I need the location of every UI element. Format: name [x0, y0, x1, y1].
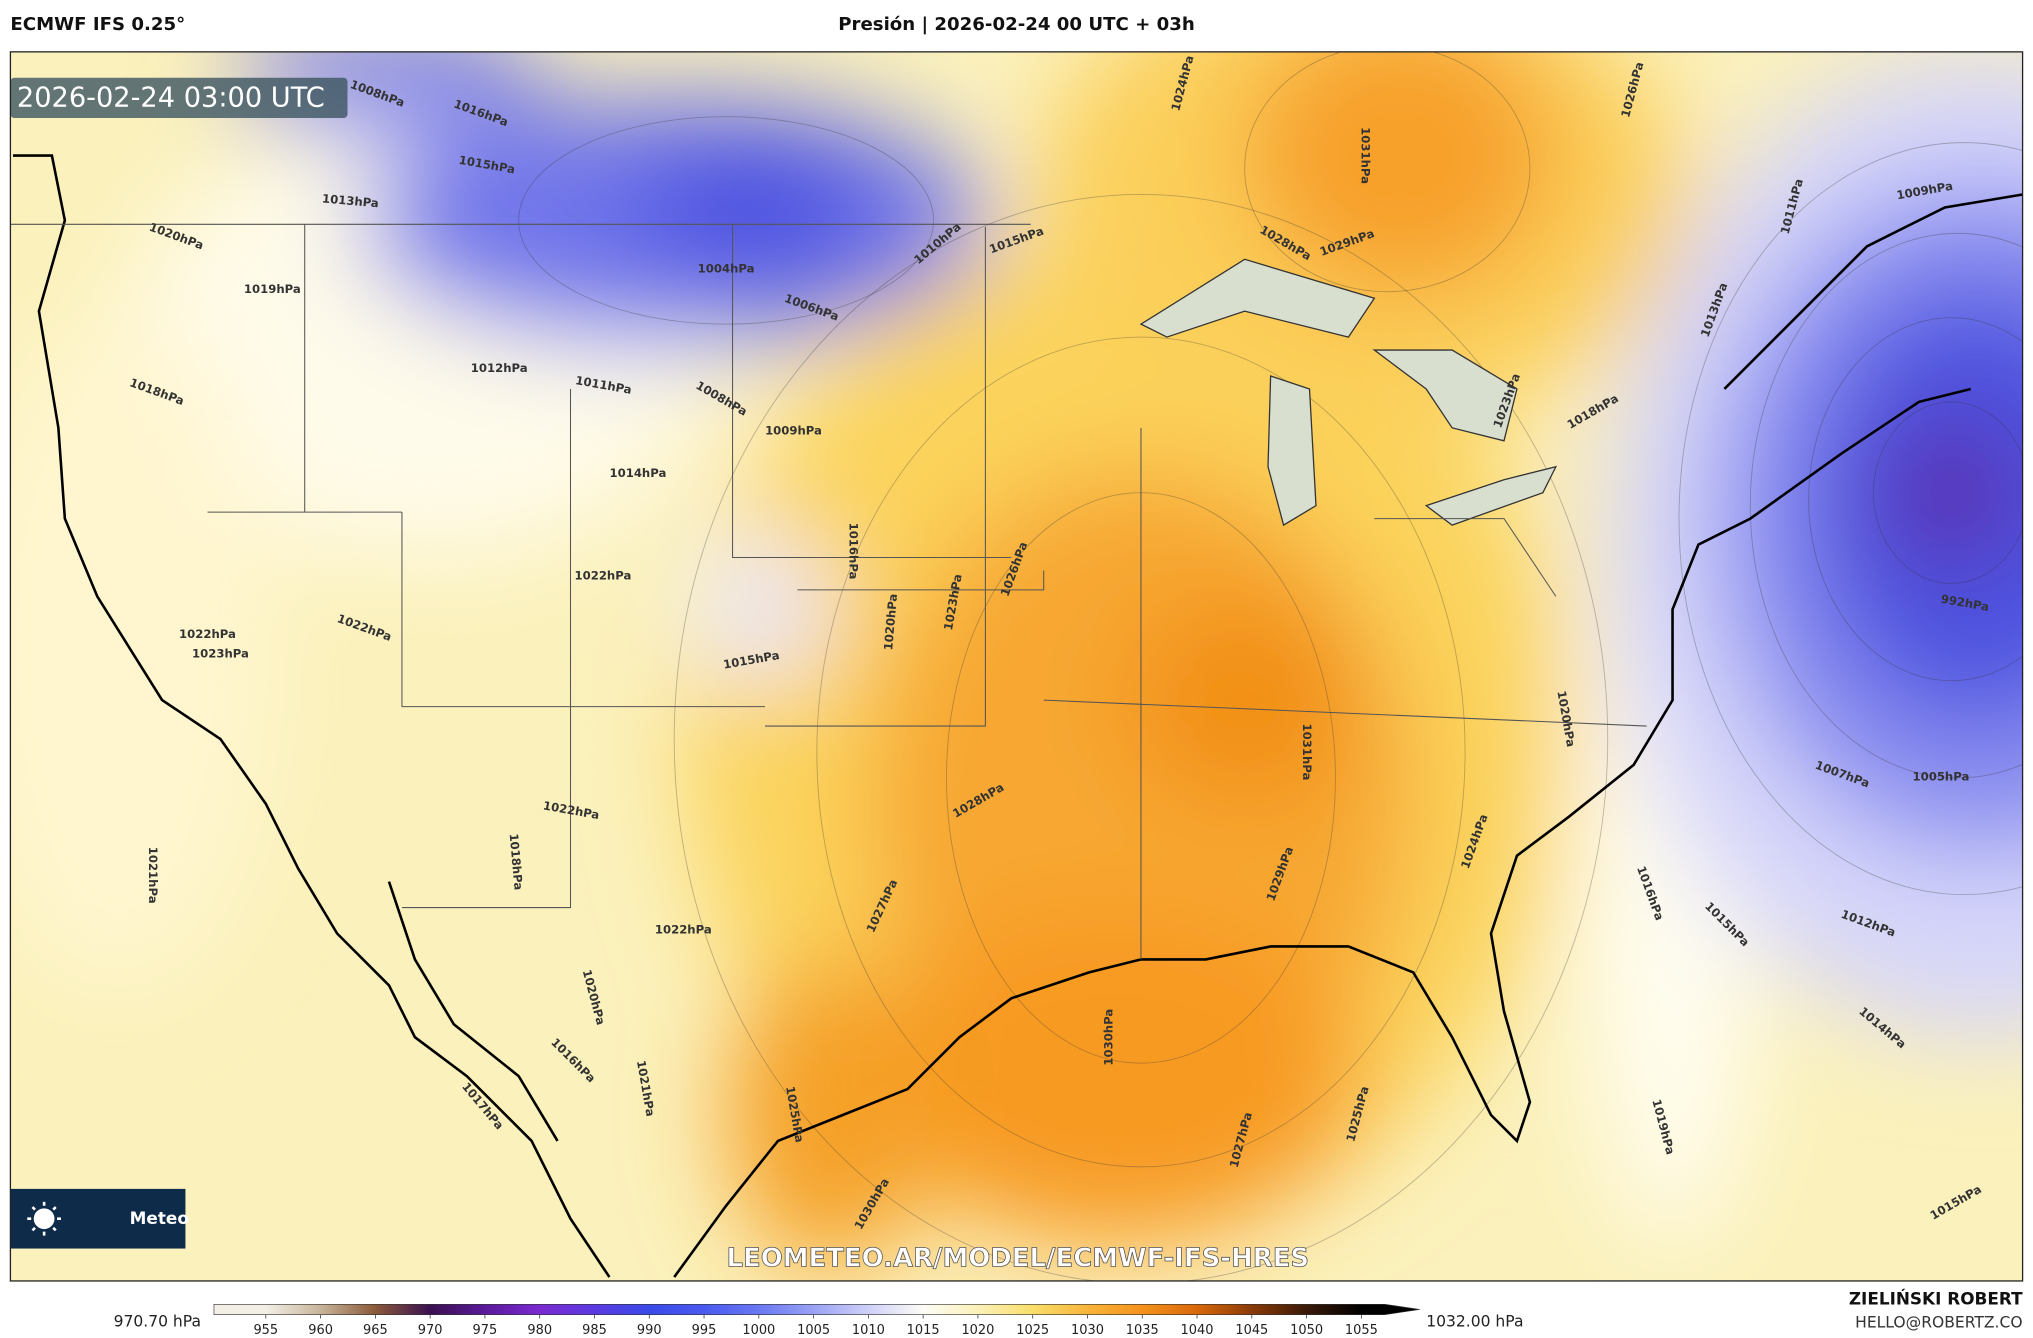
- colorbar-tick-label: 985: [582, 1323, 607, 1338]
- watermark: LEOMETEO.AR/MODEL/ECMWF-IFS-HRES: [726, 1244, 1309, 1274]
- isobar-label: 1019hPa: [244, 282, 301, 296]
- map: 1016hPa1008hPa1015hPa1013hPa1020hPa1019h…: [10, 51, 2023, 1281]
- isobar-label: 1004hPa: [698, 261, 755, 275]
- isobar-label: 1005hPa: [1912, 770, 1969, 784]
- colorbar-tick-label: 1000: [742, 1323, 775, 1338]
- isobar-label: 1016hPa: [846, 523, 860, 580]
- colorbar-tick-label: 1015: [907, 1323, 940, 1338]
- isobar-label: 1014hPa: [609, 466, 666, 480]
- isobar-label: 1031hPa: [1358, 127, 1372, 184]
- colorbar-tick-label: 990: [637, 1323, 662, 1338]
- colorbar-tick-label: 955: [253, 1323, 278, 1338]
- colorbar-tick-label: 1030: [1071, 1323, 1104, 1338]
- isobar-label: 1031hPa: [1300, 724, 1314, 781]
- colorbar-tick-label: 965: [363, 1323, 388, 1338]
- author-email: HELLO@ROBERTZ.CO: [1855, 1314, 2022, 1332]
- colorbar-tick-label: 975: [473, 1323, 498, 1338]
- map-title: Presión | 2026-02-24 00 UTC + 03h: [838, 14, 1195, 35]
- colorbar: [213, 1303, 1420, 1315]
- isobar-label: 1021hPa: [146, 847, 160, 904]
- isobar-label: 1013hPa: [322, 191, 380, 210]
- colorbar-tick-label: 1025: [1016, 1323, 1049, 1338]
- isobar-label: 1022hPa: [574, 569, 631, 583]
- isobar-label: 1022hPa: [655, 922, 712, 936]
- colorbar-min: 970.70 hPa: [114, 1312, 201, 1330]
- logo-text: Meteo: [130, 1208, 189, 1228]
- colorbar-tick-label: 1005: [797, 1323, 830, 1338]
- isobar-label: 1022hPa: [179, 627, 236, 641]
- isobar-label: 1030hPa: [1101, 1009, 1115, 1066]
- isobar-label: 1018hPa: [507, 833, 526, 891]
- isobar-label: 1023hPa: [192, 646, 249, 660]
- colorbar-tick-label: 995: [692, 1323, 717, 1338]
- colorbar-tick-label: 960: [308, 1323, 333, 1338]
- colorbar-tick-label: 1045: [1235, 1323, 1268, 1338]
- author: ZIELIŃSKI ROBERT: [1849, 1287, 2023, 1308]
- colorbar-tick-label: 980: [527, 1323, 552, 1338]
- isobar-label: 1009hPa: [765, 423, 822, 437]
- colorbar-tick-label: 1040: [1181, 1323, 1214, 1338]
- colorbar-tick-label: 1010: [852, 1323, 885, 1338]
- valid-time: 2026-02-24 03:00 UTC: [17, 82, 325, 113]
- colorbar-tick-label: 1055: [1345, 1323, 1378, 1338]
- colorbar-tick-label: 1050: [1290, 1323, 1323, 1338]
- isobar-label: 1020hPa: [881, 593, 900, 651]
- model-name: ECMWF IFS 0.25°: [10, 14, 185, 35]
- colorbar-tick-label: 1020: [961, 1323, 994, 1338]
- colorbar-tick-label: 970: [418, 1323, 443, 1338]
- colorbar-max: 1032.00 hPa: [1426, 1312, 1523, 1330]
- isobar-label: 1012hPa: [471, 361, 528, 375]
- colorbar-tick-label: 1035: [1126, 1323, 1159, 1338]
